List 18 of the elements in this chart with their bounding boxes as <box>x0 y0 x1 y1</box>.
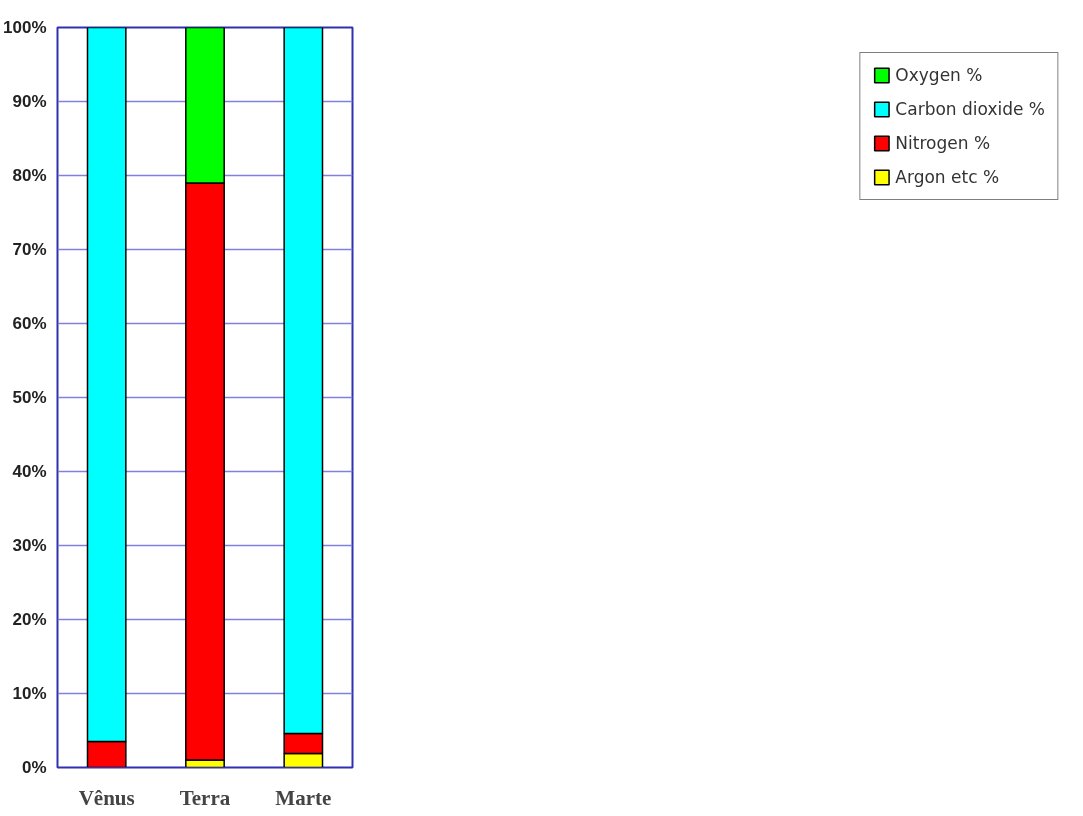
y-tick-label: 10% <box>12 684 47 703</box>
y-tick-label: 50% <box>12 388 47 407</box>
x-tick-label: Marte <box>275 785 332 810</box>
y-tick-label: 0% <box>21 758 47 777</box>
x-tick-label: Vênus <box>78 785 135 810</box>
legend-label: Carbon dioxide % <box>895 99 1045 119</box>
y-tick-label: 60% <box>12 314 47 333</box>
legend-label: Argon etc % <box>895 167 1000 187</box>
y-tick-label: 30% <box>12 536 47 555</box>
x-tick-label: Terra <box>179 785 231 810</box>
y-tick-label: 90% <box>12 92 47 111</box>
legend-label: Nitrogen % <box>895 133 991 153</box>
y-tick-label: 20% <box>12 610 47 629</box>
y-tick-label: 100% <box>3 18 47 37</box>
y-tick-label: 70% <box>12 240 47 259</box>
legend-label: Oxygen % <box>895 65 983 85</box>
y-tick-label: 40% <box>12 462 47 481</box>
y-tick-label: 80% <box>12 166 47 185</box>
